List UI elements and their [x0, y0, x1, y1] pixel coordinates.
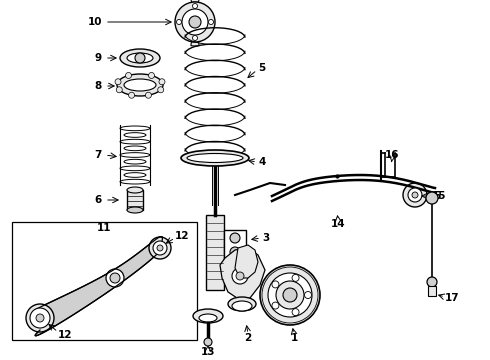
Circle shape [403, 183, 427, 207]
Circle shape [230, 233, 240, 243]
Ellipse shape [193, 309, 223, 323]
Text: 3: 3 [262, 233, 269, 243]
Text: 6: 6 [95, 195, 102, 205]
Text: 2: 2 [245, 333, 252, 343]
Circle shape [283, 288, 297, 302]
Polygon shape [35, 237, 162, 336]
Circle shape [182, 9, 208, 35]
Ellipse shape [181, 150, 249, 166]
Polygon shape [220, 248, 265, 300]
Circle shape [135, 53, 145, 63]
Circle shape [146, 92, 151, 98]
Bar [428, 286, 436, 296]
Ellipse shape [228, 297, 256, 311]
Text: 15: 15 [428, 191, 442, 201]
Circle shape [115, 79, 121, 85]
Circle shape [236, 272, 244, 280]
Ellipse shape [120, 139, 150, 144]
Ellipse shape [120, 49, 160, 67]
Ellipse shape [127, 187, 143, 193]
Text: 15: 15 [0, 359, 1, 360]
Text: 4: 4 [258, 157, 266, 167]
Circle shape [128, 92, 135, 98]
Circle shape [158, 87, 164, 93]
Bar [12, 222, 197, 340]
Circle shape [260, 265, 320, 325]
Ellipse shape [120, 153, 150, 157]
Circle shape [230, 247, 240, 257]
Text: 15: 15 [432, 191, 446, 201]
Text: 12: 12 [58, 330, 73, 340]
Polygon shape [235, 245, 258, 278]
Circle shape [268, 273, 312, 317]
Bar [127, 190, 143, 210]
Ellipse shape [124, 173, 146, 177]
Circle shape [193, 36, 197, 41]
Text: 14: 14 [331, 219, 345, 229]
Bar [206, 215, 224, 290]
Wedge shape [191, 0, 199, 2]
Circle shape [149, 237, 171, 259]
Circle shape [159, 79, 165, 85]
Text: 16: 16 [385, 150, 399, 160]
Circle shape [292, 309, 299, 316]
Text: 1: 1 [291, 333, 297, 343]
Circle shape [272, 281, 279, 288]
Text: 7: 7 [95, 150, 102, 160]
Circle shape [175, 2, 215, 42]
Circle shape [408, 188, 422, 202]
Circle shape [209, 19, 214, 24]
Text: 12: 12 [175, 231, 190, 241]
Circle shape [276, 281, 304, 309]
Ellipse shape [127, 207, 143, 213]
Circle shape [30, 308, 50, 328]
Text: 9: 9 [95, 53, 102, 63]
Circle shape [125, 72, 131, 78]
Wedge shape [191, 42, 199, 46]
Ellipse shape [124, 133, 146, 137]
Circle shape [110, 273, 120, 283]
Circle shape [426, 192, 438, 204]
Circle shape [292, 274, 299, 282]
Bar [224, 230, 246, 265]
Circle shape [412, 192, 418, 198]
Circle shape [36, 314, 44, 322]
Text: 8: 8 [95, 81, 102, 91]
Circle shape [116, 87, 122, 93]
Ellipse shape [124, 79, 156, 91]
Ellipse shape [117, 74, 163, 96]
Circle shape [193, 4, 197, 9]
Ellipse shape [120, 126, 150, 131]
Circle shape [304, 292, 312, 298]
Circle shape [189, 16, 201, 28]
Circle shape [176, 19, 181, 24]
Ellipse shape [199, 314, 217, 322]
Circle shape [204, 338, 212, 346]
Circle shape [272, 302, 279, 309]
Circle shape [232, 268, 248, 284]
Text: 17: 17 [445, 293, 460, 303]
Ellipse shape [127, 53, 153, 63]
Text: 5: 5 [258, 63, 265, 73]
Circle shape [427, 277, 437, 287]
Ellipse shape [187, 153, 243, 162]
Circle shape [26, 304, 54, 332]
Circle shape [153, 241, 167, 255]
Text: 11: 11 [97, 223, 111, 233]
Text: 10: 10 [88, 17, 102, 27]
Ellipse shape [120, 166, 150, 171]
Ellipse shape [120, 179, 150, 184]
Text: 13: 13 [201, 347, 215, 357]
Circle shape [148, 72, 154, 78]
Circle shape [106, 269, 124, 287]
Ellipse shape [232, 301, 252, 311]
Ellipse shape [124, 146, 146, 151]
Ellipse shape [124, 159, 146, 164]
Circle shape [157, 245, 163, 251]
